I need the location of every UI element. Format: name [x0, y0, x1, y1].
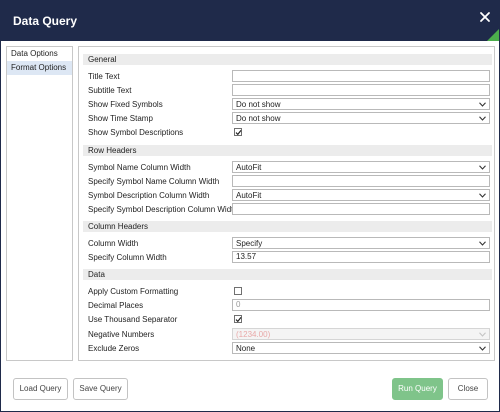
chevron-down-icon: [479, 241, 486, 246]
symbol-desc-col-width-label: Symbol Description Column Width: [88, 191, 210, 200]
checkmark-icon: [235, 130, 242, 136]
column-width-select[interactable]: Specify: [232, 237, 490, 249]
specify-symbol-name-col-width-label: Specify Symbol Name Column Width: [88, 177, 220, 186]
use-thousand-separator-checkbox[interactable]: [234, 315, 242, 323]
chevron-down-icon: [479, 116, 486, 121]
apply-custom-formatting-checkbox[interactable]: [234, 287, 242, 295]
exclude-zeros-select[interactable]: None: [232, 342, 490, 354]
select-value: Specify: [236, 239, 263, 248]
show-fixed-symbols-label: Show Fixed Symbols: [88, 100, 163, 109]
use-thousand-separator-label: Use Thousand Separator: [88, 315, 178, 324]
apply-custom-formatting-label: Apply Custom Formatting: [88, 287, 179, 296]
dialog-titlebar: Data Query: [1, 1, 499, 41]
specify-column-width-input[interactable]: 13.57: [232, 251, 490, 263]
decimal-places-input[interactable]: 0: [232, 299, 490, 311]
section-data: Data: [83, 269, 492, 280]
close-icon[interactable]: [478, 10, 492, 24]
column-width-label: Column Width: [88, 239, 139, 248]
specify-symbol-name-col-width-input[interactable]: [232, 175, 490, 187]
negative-numbers-select: (1234.00): [232, 328, 490, 340]
subtitle-text-input[interactable]: [232, 84, 490, 96]
chevron-down-icon: [479, 346, 486, 351]
accent-corner: [487, 27, 499, 41]
checkmark-icon: [235, 317, 242, 323]
section-general: General: [83, 54, 492, 65]
tab-format-options[interactable]: Format Options: [7, 61, 72, 75]
chevron-down-icon: [479, 102, 486, 107]
show-time-stamp-select[interactable]: Do not show: [232, 112, 490, 124]
save-query-button[interactable]: Save Query: [73, 378, 128, 400]
dialog-footer: Load Query Save Query Run Query Close: [1, 367, 499, 411]
options-sidebar: Data Options Format Options: [6, 46, 73, 361]
select-value: AutoFit: [236, 163, 262, 172]
chevron-down-icon: [479, 165, 486, 170]
chevron-down-icon: [479, 332, 486, 337]
show-time-stamp-label: Show Time Stamp: [88, 114, 153, 123]
show-symbol-descriptions-label: Show Symbol Descriptions: [88, 128, 184, 137]
exclude-zeros-label: Exclude Zeros: [88, 344, 140, 353]
select-value: Do not show: [236, 100, 281, 109]
symbol-desc-col-width-select[interactable]: AutoFit: [232, 189, 490, 201]
section-row-headers: Row Headers: [83, 145, 492, 156]
decimal-places-label: Decimal Places: [88, 301, 144, 310]
chevron-down-icon: [479, 193, 486, 198]
specify-column-width-label: Specify Column Width: [88, 253, 167, 262]
select-value: (1234.00): [236, 330, 271, 339]
symbol-name-col-width-label: Symbol Name Column Width: [88, 163, 191, 172]
select-value: Do not show: [236, 114, 281, 123]
show-symbol-descriptions-checkbox[interactable]: [234, 128, 242, 136]
subtitle-text-label: Subtitle Text: [88, 86, 132, 95]
specify-symbol-desc-col-width-input[interactable]: [232, 203, 490, 215]
section-title: Column Headers: [88, 222, 149, 231]
load-query-button[interactable]: Load Query: [13, 378, 68, 400]
section-column-headers: Column Headers: [83, 221, 492, 232]
section-title: Data: [88, 270, 105, 279]
section-title: Row Headers: [88, 146, 137, 155]
format-options-panel: General Title Text Subtitle Text Show Fi…: [78, 46, 495, 361]
symbol-name-col-width-select[interactable]: AutoFit: [232, 161, 490, 173]
section-title: General: [88, 55, 117, 64]
tab-data-options[interactable]: Data Options: [11, 49, 58, 58]
run-query-button[interactable]: Run Query: [392, 378, 443, 400]
select-value: AutoFit: [236, 191, 262, 200]
title-text-label: Title Text: [88, 72, 120, 81]
negative-numbers-label: Negative Numbers: [88, 330, 155, 339]
select-value: None: [236, 344, 256, 353]
specify-symbol-desc-col-width-label: Specify Symbol Description Column Width: [88, 205, 238, 214]
dialog-title: Data Query: [13, 14, 78, 28]
close-button[interactable]: Close: [448, 378, 488, 400]
title-text-input[interactable]: [232, 70, 490, 82]
show-fixed-symbols-select[interactable]: Do not show: [232, 98, 490, 110]
